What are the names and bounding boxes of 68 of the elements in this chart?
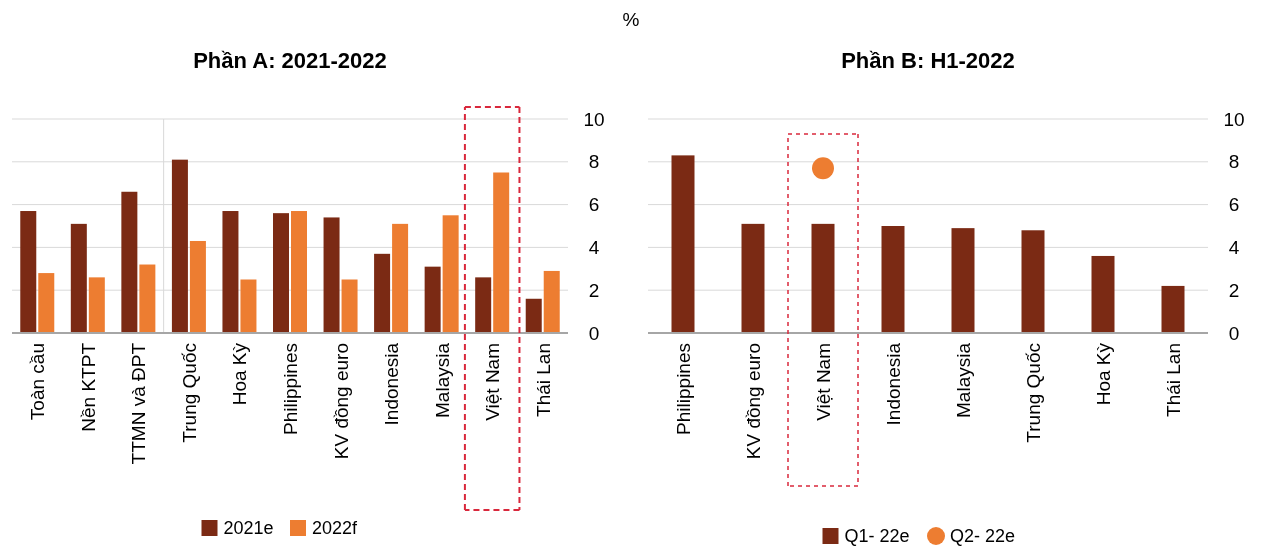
legend-label: 2022f — [312, 518, 359, 539]
bar — [424, 266, 441, 333]
y-tick-label: 2 — [1228, 279, 1240, 301]
x-tick-label: Malaysia — [431, 342, 453, 418]
chart-title: Phần A: 2021-2022 — [193, 48, 387, 73]
x-tick-label: Malaysia — [953, 342, 974, 418]
x-tick-label: Thái Lan — [532, 343, 554, 417]
bar — [323, 217, 340, 333]
x-tick-label: KV đồng euro — [743, 343, 764, 460]
y-tick-label: 4 — [588, 237, 600, 259]
x-tick-label: Hoa Kỳ — [1093, 342, 1114, 406]
bar — [442, 215, 459, 333]
bar — [341, 279, 358, 333]
bar — [273, 213, 289, 333]
y-tick-label: 0 — [1228, 322, 1240, 344]
legend-label: 2021e — [223, 518, 274, 539]
x-tick-label: Việt Nam — [813, 343, 834, 421]
x-tick-label: Philippines — [280, 343, 301, 435]
x-tick-label: Trung Quốc — [178, 343, 200, 443]
bar — [1091, 255, 1115, 333]
y-tick-label: 10 — [1223, 108, 1245, 130]
y-tick-label: 4 — [1228, 237, 1240, 259]
bar — [189, 240, 206, 333]
bar — [121, 191, 138, 333]
x-tick-label: Toàn cầu — [27, 343, 49, 421]
bar — [20, 211, 37, 333]
y-axis-title: % — [622, 9, 640, 30]
bar — [475, 277, 492, 333]
y-tick-label: 6 — [1228, 194, 1240, 216]
bar — [543, 270, 560, 333]
bar — [741, 223, 765, 333]
bar — [671, 155, 695, 333]
bar — [171, 159, 188, 333]
bar — [222, 211, 239, 333]
bar — [951, 228, 975, 333]
bar — [881, 226, 905, 333]
bar — [392, 223, 409, 333]
y-tick-label: 6 — [588, 194, 600, 216]
bar — [139, 264, 156, 333]
y-tick-label: 10 — [583, 108, 605, 130]
x-tick-label: Trung Quốc — [1023, 343, 1044, 443]
x-tick-label: Nền KTPT — [77, 342, 99, 432]
legend-label: Q2- 22e — [950, 526, 1016, 547]
x-tick-label: Indonesia — [381, 342, 403, 426]
x-tick-label: Thái Lan — [1163, 343, 1184, 417]
x-tick-label: Hoa Kỳ — [229, 342, 251, 406]
x-tick-label: KV đồng euro — [330, 343, 352, 460]
bar — [374, 253, 391, 333]
x-tick-label: TTMN và ĐPT — [128, 342, 150, 465]
bar — [493, 172, 510, 333]
x-tick-label: Indonesia — [883, 342, 904, 426]
chart-title: Phần B: H1-2022 — [841, 48, 1015, 73]
x-tick-label: Việt Nam — [482, 343, 504, 421]
bar — [240, 279, 257, 333]
bar — [88, 277, 105, 333]
bar — [1021, 230, 1045, 333]
bar — [1161, 285, 1185, 333]
bar — [38, 273, 55, 333]
x-tick-label: Philippines — [673, 343, 694, 435]
y-tick-label: 8 — [588, 151, 600, 173]
bar — [811, 223, 835, 333]
bar — [70, 223, 87, 333]
y-tick-label: 2 — [588, 279, 600, 301]
y-tick-label: 0 — [588, 322, 600, 344]
bar — [525, 298, 542, 333]
y-tick-label: 8 — [1228, 151, 1240, 173]
bar — [291, 211, 307, 333]
legend-label: Q1- 22e — [844, 526, 910, 547]
